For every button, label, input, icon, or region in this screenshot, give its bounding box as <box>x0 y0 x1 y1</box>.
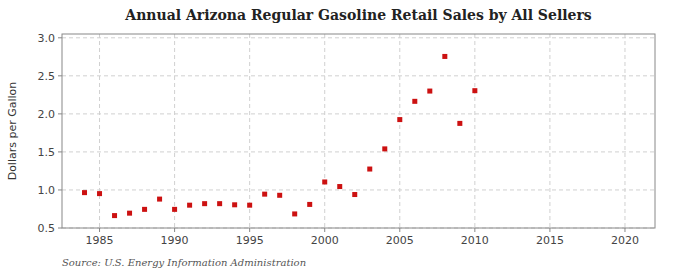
scatter-point <box>337 184 342 189</box>
source-note: Source: U.S. Energy Information Administ… <box>62 257 306 268</box>
x-tick-label: 1990 <box>161 234 189 247</box>
y-tick-label: 1.0 <box>38 184 56 197</box>
scatter-point <box>202 201 207 206</box>
chart-svg: 1985 1990 1995 2000 2005 2010 2015 2020 0.5 1.0 1.… <box>0 0 675 275</box>
y-tick <box>58 151 62 152</box>
y-tick <box>58 113 62 114</box>
scatter-point <box>382 146 387 151</box>
x-grid-line <box>99 34 100 228</box>
y-tick <box>58 75 62 76</box>
scatter-point <box>397 117 402 122</box>
y-tick-label: 3.0 <box>38 32 56 45</box>
y-axis-label: Dollars per Gallon <box>6 82 19 181</box>
y-tick <box>58 37 62 38</box>
scatter-point <box>127 211 132 216</box>
scatter-point <box>442 54 447 59</box>
y-tick-label: 0.5 <box>38 222 56 235</box>
grid <box>62 34 655 228</box>
y-grid-line <box>62 113 655 114</box>
scatter-point <box>322 179 327 184</box>
chart-title: Annual Arizona Regular Gasoline Retail S… <box>124 7 591 23</box>
x-tick <box>249 228 250 232</box>
x-tick <box>399 228 400 232</box>
y-tick <box>58 228 62 229</box>
scatter-point <box>247 203 252 208</box>
scatter-point <box>232 202 237 207</box>
scatter-point <box>307 202 312 207</box>
scatter-point <box>277 193 282 198</box>
x-tick <box>474 228 475 232</box>
scatter-point <box>217 201 222 206</box>
x-tick <box>549 228 550 232</box>
y-tick-label: 2.0 <box>38 108 56 121</box>
x-grid-line <box>174 34 175 228</box>
scatter-point <box>412 99 417 104</box>
x-tick <box>174 228 175 232</box>
scatter-point <box>142 207 147 212</box>
x-tick-label: 2000 <box>311 234 339 247</box>
scatter-point <box>367 167 372 172</box>
x-grid-line <box>624 34 625 228</box>
x-tick-label: 2015 <box>536 234 564 247</box>
x-tick <box>324 228 325 232</box>
x-tick-label: 1985 <box>86 234 114 247</box>
x-tick-label: 1995 <box>236 234 264 247</box>
scatter-point <box>157 197 162 202</box>
chart-container: 1985 1990 1995 2000 2005 2010 2015 2020 0.5 1.0 1.… <box>0 0 675 275</box>
scatter-point <box>472 88 477 93</box>
y-tick-label: 1.5 <box>38 146 56 159</box>
scatter-point <box>262 192 267 197</box>
scatter-point <box>352 192 357 197</box>
x-tick <box>624 228 625 232</box>
x-grid-line <box>324 34 325 228</box>
axes: 1985 1990 1995 2000 2005 2010 2015 2020 0.5 1.0 1.… <box>38 32 639 247</box>
scatter-point <box>112 213 117 218</box>
y-grid-line <box>62 75 655 76</box>
scatter-point <box>97 191 102 196</box>
x-grid-line <box>399 34 400 228</box>
x-tick-label: 2005 <box>386 234 414 247</box>
y-grid-line <box>62 151 655 152</box>
x-grid-line <box>549 34 550 228</box>
x-grid-line <box>249 34 250 228</box>
scatter-point <box>457 121 462 126</box>
scatter-point <box>82 190 87 195</box>
x-tick-label: 2020 <box>611 234 639 247</box>
x-tick-label: 2010 <box>461 234 489 247</box>
scatter-point <box>427 89 432 94</box>
y-grid-line <box>62 37 655 38</box>
y-tick-label: 2.5 <box>38 70 56 83</box>
plot-frame <box>62 34 655 228</box>
y-grid-line <box>62 189 655 190</box>
scatter-point <box>172 207 177 212</box>
x-tick <box>99 228 100 232</box>
points <box>82 54 477 218</box>
scatter-point <box>187 203 192 208</box>
x-grid-line <box>474 34 475 228</box>
y-tick <box>58 189 62 190</box>
scatter-point <box>292 211 297 216</box>
